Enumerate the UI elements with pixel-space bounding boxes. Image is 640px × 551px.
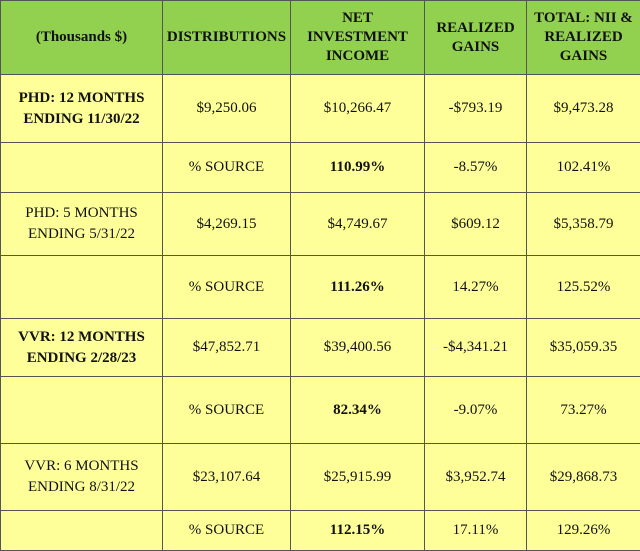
realized-gains-cell: -$4,341.21 (425, 319, 527, 377)
realized-percent-cell: 17.11% (425, 511, 527, 551)
nii-cell: $4,749.67 (291, 193, 425, 256)
source-label: % SOURCE (163, 511, 291, 551)
nii-cell: $39,400.56 (291, 319, 425, 377)
empty-cell (1, 511, 163, 551)
nii-percent-cell: 112.15% (291, 511, 425, 551)
header-thousands: (Thousands $) (1, 1, 163, 75)
table-row: % SOURCE 112.15% 17.11% 129.26% (1, 511, 640, 551)
realized-gains-cell: -$793.19 (425, 75, 527, 143)
nii-cell: $25,915.99 (291, 444, 425, 511)
source-label: % SOURCE (163, 143, 291, 193)
total-percent-cell: 73.27% (527, 377, 640, 444)
empty-cell (1, 143, 163, 193)
source-label: % SOURCE (163, 377, 291, 444)
distributions-cell: $4,269.15 (163, 193, 291, 256)
total-cell: $29,868.73 (527, 444, 640, 511)
total-percent-cell: 129.26% (527, 511, 640, 551)
distributions-cell: $9,250.06 (163, 75, 291, 143)
realized-percent-cell: 14.27% (425, 256, 527, 319)
nii-percent-cell: 111.26% (291, 256, 425, 319)
nii-percent-cell: 82.34% (291, 377, 425, 444)
empty-cell (1, 377, 163, 444)
total-percent-cell: 125.52% (527, 256, 640, 319)
source-label: % SOURCE (163, 256, 291, 319)
header-distributions: DISTRIBUTIONS (163, 1, 291, 75)
total-percent-cell: 102.41% (527, 143, 640, 193)
table-row: % SOURCE 82.34% -9.07% 73.27% (1, 377, 640, 444)
nii-cell: $10,266.47 (291, 75, 425, 143)
realized-gains-cell: $3,952.74 (425, 444, 527, 511)
distributions-cell: $47,852.71 (163, 319, 291, 377)
realized-gains-cell: $609.12 (425, 193, 527, 256)
realized-percent-cell: -8.57% (425, 143, 527, 193)
total-cell: $35,059.35 (527, 319, 640, 377)
empty-cell (1, 256, 163, 319)
distributions-cell: $23,107.64 (163, 444, 291, 511)
table-row: % SOURCE 110.99% -8.57% 102.41% (1, 143, 640, 193)
total-cell: $5,358.79 (527, 193, 640, 256)
table-row: % SOURCE 111.26% 14.27% 125.52% (1, 256, 640, 319)
total-cell: $9,473.28 (527, 75, 640, 143)
realized-percent-cell: -9.07% (425, 377, 527, 444)
nii-percent-cell: 110.99% (291, 143, 425, 193)
